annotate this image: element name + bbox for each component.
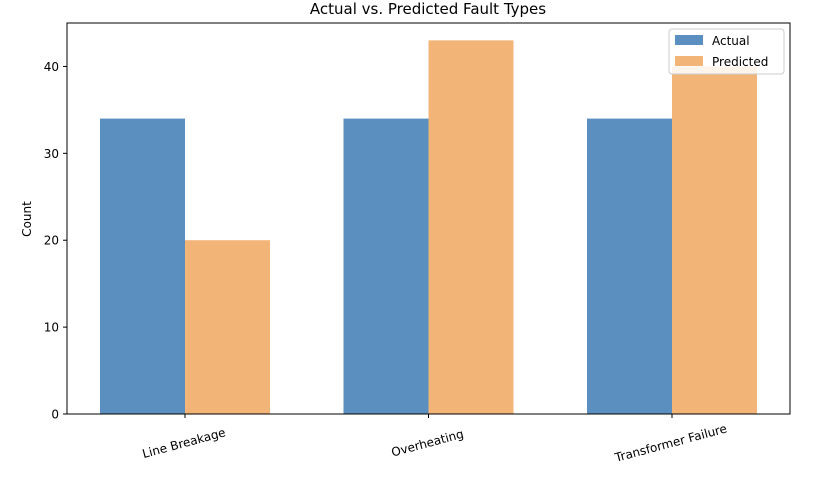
bar-predicted-3 <box>672 66 757 414</box>
x-axis-ticks: Line Breakage Overheating Transformer Fail… <box>141 414 728 465</box>
legend-swatch-predicted <box>675 56 703 66</box>
plot-frame <box>66 22 791 415</box>
bar-predicted-1 <box>185 240 270 414</box>
y-tick-label: 20 <box>44 234 59 248</box>
x-tick-label: Transformer Failure <box>612 421 728 465</box>
x-tick-label: Line Breakage <box>141 425 227 461</box>
legend-swatch-actual <box>675 35 703 45</box>
y-tick-label: 30 <box>44 147 59 161</box>
legend: Actual Predicted <box>668 28 785 75</box>
plot-bars <box>100 40 757 415</box>
chart-title: Actual vs. Predicted Fault Types <box>310 0 546 18</box>
legend-label-actual: Actual <box>712 34 750 48</box>
bar-actual-2 <box>343 118 429 415</box>
y-axis-ticks: 0 10 20 30 40 <box>44 60 67 422</box>
bar-actual-1 <box>100 118 185 415</box>
bar-predicted-2 <box>428 40 514 414</box>
legend-label-predicted: Predicted <box>712 55 768 69</box>
y-axis-label: Count <box>20 201 34 237</box>
x-tick-label: Overheating <box>390 427 465 460</box>
y-tick-label: 10 <box>44 321 59 335</box>
y-tick-label: 0 <box>51 408 59 422</box>
bar-actual-3 <box>587 118 672 415</box>
y-tick-label: 40 <box>44 60 59 74</box>
